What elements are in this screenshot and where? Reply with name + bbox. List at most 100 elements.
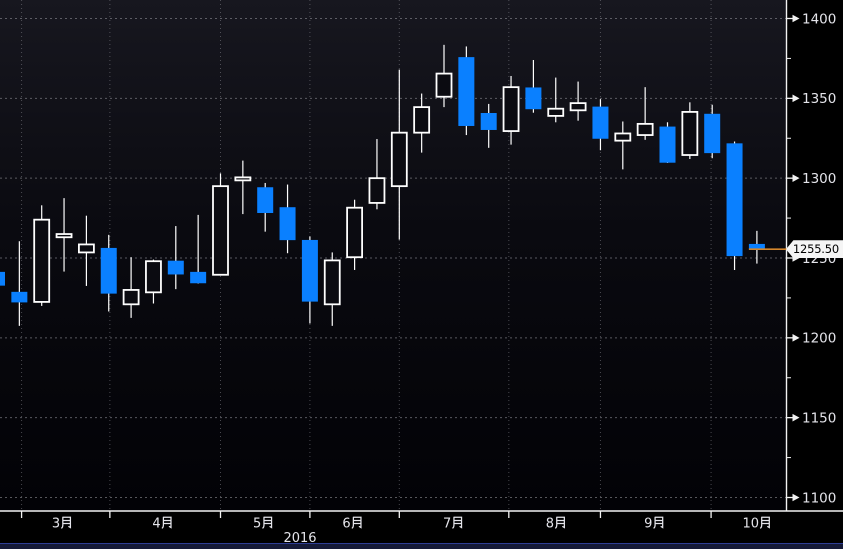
y-tick-arrow-icon <box>792 334 800 342</box>
candle-body-up <box>368 177 386 204</box>
month-kanji-glyph <box>262 516 273 529</box>
candle-week-13[interactable] <box>257 182 274 232</box>
y-tick-label: 1150 <box>802 410 836 426</box>
candle-week-14[interactable] <box>279 184 296 254</box>
candle-body-down <box>659 126 676 163</box>
x-year-label: 2016 <box>283 531 316 546</box>
candle-body-down <box>458 57 475 126</box>
candle-body-up <box>145 260 162 294</box>
candle-week-4[interactable] <box>55 198 73 272</box>
candle-week-28[interactable] <box>592 99 609 151</box>
month-kanji-glyph <box>161 516 172 529</box>
candle-body-down <box>301 239 318 302</box>
candle-week-25[interactable] <box>525 60 542 113</box>
candle-body-up <box>234 176 252 182</box>
candle-week-24[interactable] <box>502 75 520 145</box>
y-tick-arrow-icon <box>792 94 800 103</box>
y-tick-label: 1350 <box>802 91 836 107</box>
candle-week-2[interactable] <box>11 241 28 326</box>
candle-body-up <box>681 111 699 156</box>
candle-week-23[interactable] <box>480 103 497 148</box>
candle-body-down <box>480 113 497 130</box>
candle-week-11[interactable] <box>212 173 229 276</box>
plot-area <box>0 0 787 511</box>
candle-week-8[interactable] <box>145 259 162 304</box>
x-month-label: 9 <box>644 517 652 532</box>
candle-body-up <box>346 206 364 259</box>
candle-week-17[interactable] <box>346 199 364 270</box>
candle-week-34[interactable] <box>726 141 743 270</box>
candle-body-up <box>614 132 632 142</box>
candle-body-up <box>122 289 140 306</box>
candle-week-10[interactable] <box>190 214 207 284</box>
candle-week-3[interactable] <box>33 205 51 306</box>
candle-body-up <box>435 72 453 98</box>
candle-week-31[interactable] <box>659 122 676 163</box>
candle-week-29[interactable] <box>614 121 632 170</box>
candle-body-down <box>704 113 721 154</box>
candle-body-up <box>502 86 520 132</box>
window-bottom-strip <box>0 543 843 549</box>
candle-body-up <box>78 243 95 254</box>
candle-week-32[interactable] <box>681 102 699 160</box>
candle-body-up <box>212 185 229 276</box>
month-kanji-glyph <box>555 516 565 529</box>
candle-body-up <box>390 131 408 188</box>
candle-body-down <box>190 271 207 284</box>
candle-body-up <box>323 259 341 306</box>
candle-week-30[interactable] <box>636 87 654 140</box>
candle-week-19[interactable] <box>390 69 408 240</box>
candle-week-15[interactable] <box>301 236 318 324</box>
y-tick-label: 1100 <box>802 490 836 506</box>
y-tick-arrow-icon <box>792 14 800 23</box>
x-month-label: 3 <box>52 517 60 532</box>
y-tick-arrow-icon <box>792 413 800 422</box>
candle-week-9[interactable] <box>167 226 184 290</box>
y-tick-label: 1300 <box>802 171 836 187</box>
x-month-label: 7 <box>443 517 451 532</box>
candle-week-6[interactable] <box>100 234 117 312</box>
candle-body-down <box>279 207 296 241</box>
y-tick-label: 1400 <box>802 11 836 27</box>
y-tick-label: 1200 <box>802 331 836 347</box>
x-month-label: 8 <box>546 517 554 532</box>
candle-body-up <box>413 106 431 134</box>
candle-week-33[interactable] <box>704 104 721 159</box>
candle-body-up <box>547 107 565 117</box>
candle-body-down <box>0 271 5 286</box>
candle-week-27[interactable] <box>569 81 587 121</box>
candle-body-down <box>167 260 184 275</box>
candle-week-21[interactable] <box>435 44 453 108</box>
candle-body-down <box>100 247 117 294</box>
last-price-flag: 1255.50 <box>786 240 843 259</box>
month-kanji-glyph <box>351 516 362 529</box>
y-tick-arrow-icon <box>792 174 800 182</box>
x-month-label: 10 <box>742 517 759 532</box>
candle-week-16[interactable] <box>323 252 341 326</box>
month-kanji-glyph <box>61 516 72 529</box>
y-tick-arrow-icon <box>792 493 800 502</box>
month-kanji-glyph <box>759 516 770 529</box>
candle-week-1[interactable] <box>0 270 5 287</box>
month-kanji-glyph <box>653 516 664 529</box>
candle-body-down <box>257 187 274 213</box>
candle-week-22[interactable] <box>458 46 475 136</box>
x-month-label: 4 <box>152 517 160 532</box>
candle-week-7[interactable] <box>122 257 140 318</box>
last-price-value: 1255.50 <box>792 242 839 257</box>
candle-body-down <box>726 143 743 257</box>
candle-week-18[interactable] <box>368 139 386 210</box>
candle-body-down <box>11 291 28 303</box>
candle-body-down <box>525 87 542 110</box>
candle-week-26[interactable] <box>547 77 565 123</box>
candle-week-12[interactable] <box>234 160 252 215</box>
candle-body-up <box>636 122 654 136</box>
x-month-label: 6 <box>342 517 350 532</box>
month-kanji-glyph <box>452 516 463 529</box>
candle-week-20[interactable] <box>413 93 431 153</box>
x-month-label: 5 <box>253 517 261 532</box>
candle-week-5[interactable] <box>78 215 95 286</box>
candle-body-down <box>592 106 609 139</box>
